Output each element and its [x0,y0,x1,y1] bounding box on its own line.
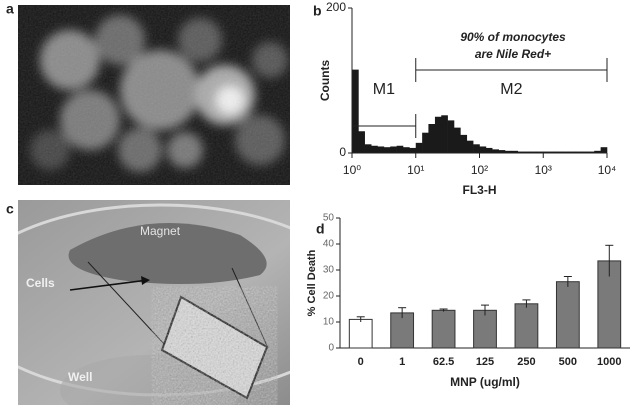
x-tick-label: 10⁰ [343,163,361,177]
y-axis-title: % Cell Death [306,249,318,316]
histogram-bar [409,147,417,153]
histogram-bar [562,151,570,153]
histogram-bar [396,145,404,153]
annotation: 90% of monocytes [460,30,566,44]
bar [514,303,539,349]
histogram-bar [530,151,538,153]
y-tick-label: 50 [323,213,335,224]
histogram-bar [422,132,429,153]
histogram-bar [504,150,512,153]
y-tick-label: 30 [323,265,335,276]
x-axis-title: FL3-H [463,183,497,197]
x-tick-label: 1 [399,356,405,368]
x-axis-title: MNP (ug/ml) [450,375,520,389]
histogram-bar [479,146,487,153]
histogram-bar [364,144,372,153]
histogram-bar [485,147,493,153]
photo-label: Cells [26,276,55,290]
histogram-bar [575,151,582,153]
histogram-bar [453,127,461,153]
panel-label: d [316,221,325,237]
histogram-bar [447,120,455,153]
bar [555,281,580,349]
x-tick-label: 1000 [597,356,621,368]
x-tick-label: 500 [559,356,577,368]
panel-label: a [6,1,14,17]
histogram-bar [358,131,365,153]
panel-label: b [313,3,322,19]
x-tick-label: 10² [471,163,488,177]
x-tick-label: 62.5 [433,356,454,368]
histogram-bar [600,147,608,153]
histogram-bar [428,124,436,153]
gate-label: M1 [373,81,395,98]
magnet-photo [18,200,290,405]
histogram-bar [543,151,550,153]
micrograph [18,5,290,185]
x-tick-label: 10³ [535,163,552,177]
y-axis-title: Counts [318,60,332,102]
histogram-bar [473,144,480,153]
x-tick-label: 10¹ [407,163,424,177]
histogram-bar [466,140,474,153]
annotation: are Nile Red+ [475,47,551,61]
histogram-bar [524,151,531,153]
photo-label: Well [68,370,92,384]
histogram-bar [434,116,442,153]
histogram-bar [492,149,499,153]
histogram-bar [517,151,525,153]
histogram-bar [581,151,589,153]
histogram-bar [549,151,557,153]
y-tick-label: 0 [339,145,346,159]
histogram-bar [352,69,359,153]
histogram-bar [536,151,544,153]
x-tick-label: 0 [358,356,364,368]
bar [431,309,456,349]
y-tick-label: 10 [323,317,335,328]
bar [390,312,415,349]
photo-label: Magnet [140,224,181,238]
x-tick-label: 10⁴ [598,163,617,177]
histogram-bar [403,147,410,153]
y-tick-label: 40 [323,239,335,250]
histogram-bar [390,146,397,153]
histogram-bar [498,150,506,153]
histogram-bar [587,151,595,153]
y-tick-label: 20 [323,291,335,302]
x-tick-label: 250 [517,356,535,368]
histogram-bar [383,147,391,153]
y-tick-label: 200 [326,0,346,14]
histogram-bar [441,115,448,153]
gate-label: M2 [500,81,522,98]
histogram-bar [377,146,385,153]
panel-label: c [6,201,14,217]
histogram-bar [594,150,601,153]
bar [473,309,497,349]
histogram-bar [460,134,468,153]
histogram-bar [371,145,378,153]
histogram-bar [511,150,519,153]
x-tick-label: 125 [476,356,494,368]
histogram-bar [415,142,423,153]
histogram-bar [556,151,563,153]
y-tick-label: 0 [328,343,334,354]
histogram-bar [568,151,576,153]
bar [348,318,373,349]
